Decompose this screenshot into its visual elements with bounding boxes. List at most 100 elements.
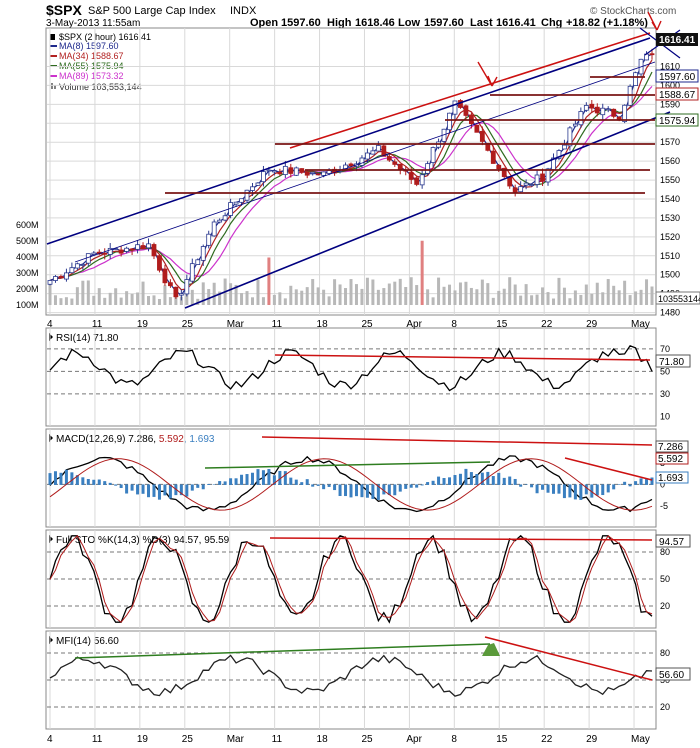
volume-tick-label: 200M [16,284,39,294]
badge-bg [655,534,691,548]
candle-body [430,147,436,163]
macd-histogram-bar [190,484,194,491]
volume-tick-label: 100M [16,300,39,310]
x-tick-label: Mar [227,319,245,330]
macd-histogram-bar [354,484,358,497]
candle-body [162,268,168,284]
candle-body [479,130,485,142]
volume-bar [125,291,129,305]
macd-histogram-bar [59,472,63,485]
candle-body [222,215,228,221]
price-candle [633,71,638,86]
candle-body [217,219,223,223]
price-candle [425,161,431,176]
candle-body [463,105,469,116]
price-candle [74,262,80,271]
x-tick-label: 19 [137,319,149,330]
volume-bar [300,290,304,305]
macd-hist-part: , 1.693 [184,434,215,445]
candle-body [288,167,294,174]
ma34-badge: 1588.67 [655,87,699,101]
macd-histogram-bar [639,478,643,485]
volume-bar [152,295,156,305]
volume-bar [338,284,342,305]
price-candle [649,48,655,60]
price-candle [244,189,250,202]
candle-body [129,248,135,251]
price-candle [567,126,573,151]
volume-bar [147,295,151,305]
price-candle [47,280,53,286]
volume-bar [168,297,172,305]
candle-body [239,198,244,203]
price-candle [282,160,288,178]
volume-bar [86,280,90,305]
volume-bar [157,298,161,305]
volume-tick-label: 400M [16,252,39,262]
price-candle [167,279,173,288]
macd-histogram-bar [606,484,610,493]
macd-histogram-bar [360,484,364,498]
candle-body [370,150,376,155]
macd-histogram-bar [119,484,123,489]
arrow-icon [647,11,662,31]
price-candle [392,159,398,167]
macd-histogram-bar [612,484,616,490]
volume-bar [551,298,555,305]
candle-body [523,182,529,186]
indicator-tick-label: -5 [660,501,668,511]
volume-bar [579,294,583,305]
candle-body [392,161,398,165]
macd-histogram-bar [557,484,561,494]
price-candle [600,103,606,121]
macd-last-badge: 7.286 [655,440,689,453]
volume-bar [365,277,369,305]
candle-body [414,177,420,185]
macd-histogram-bar [185,484,189,497]
macd-line [49,455,653,513]
candle-body [649,53,655,56]
volume-bar [442,286,446,305]
trendline-annotations [46,11,681,681]
volume-bar [179,296,183,305]
rsi-title: RSI(14) 71.80 [49,333,119,344]
volume-bar [376,289,380,305]
macd-histogram-bar [623,481,627,485]
candle-body [611,108,617,117]
macd-histogram-bar [179,484,183,496]
volume-bar [502,288,506,305]
price-candle [430,146,436,168]
candle-body [490,150,496,164]
candle-body [80,264,86,266]
volume-bar [371,279,375,305]
indicator-tick-label: 80 [660,547,670,557]
price-candle [118,245,124,257]
price-tick-label: 1550 [660,175,680,185]
macd-histogram-bar [196,484,200,488]
macd-histogram-bar [322,484,326,490]
price-candle [178,289,184,301]
volume-bar [272,294,276,305]
ma55-badge: 1575.94 [655,113,699,127]
chart-datetime: 3-May-2013 11:55am [46,18,140,29]
candle-body [496,164,502,170]
price-candle [611,108,617,119]
mfi-line [49,654,653,697]
resistance-trendline [289,32,651,149]
ma8-badge: 1597.60 [655,69,699,83]
volume-bar [333,279,337,305]
candle-body [348,163,354,167]
macd-histogram-bar [223,481,227,485]
volume-bar [108,292,112,305]
candle-body [310,171,316,174]
macd-histogram-bar [546,484,550,493]
candle-body [419,174,425,186]
rsi-trendline [274,354,651,361]
macd-histogram-bar [617,484,621,485]
price-candle [162,264,168,286]
watermark: © StockCharts.com [590,6,676,17]
lower-channel-line [184,111,671,309]
volume-bar [234,284,238,305]
macd-histogram-bar [114,484,118,486]
